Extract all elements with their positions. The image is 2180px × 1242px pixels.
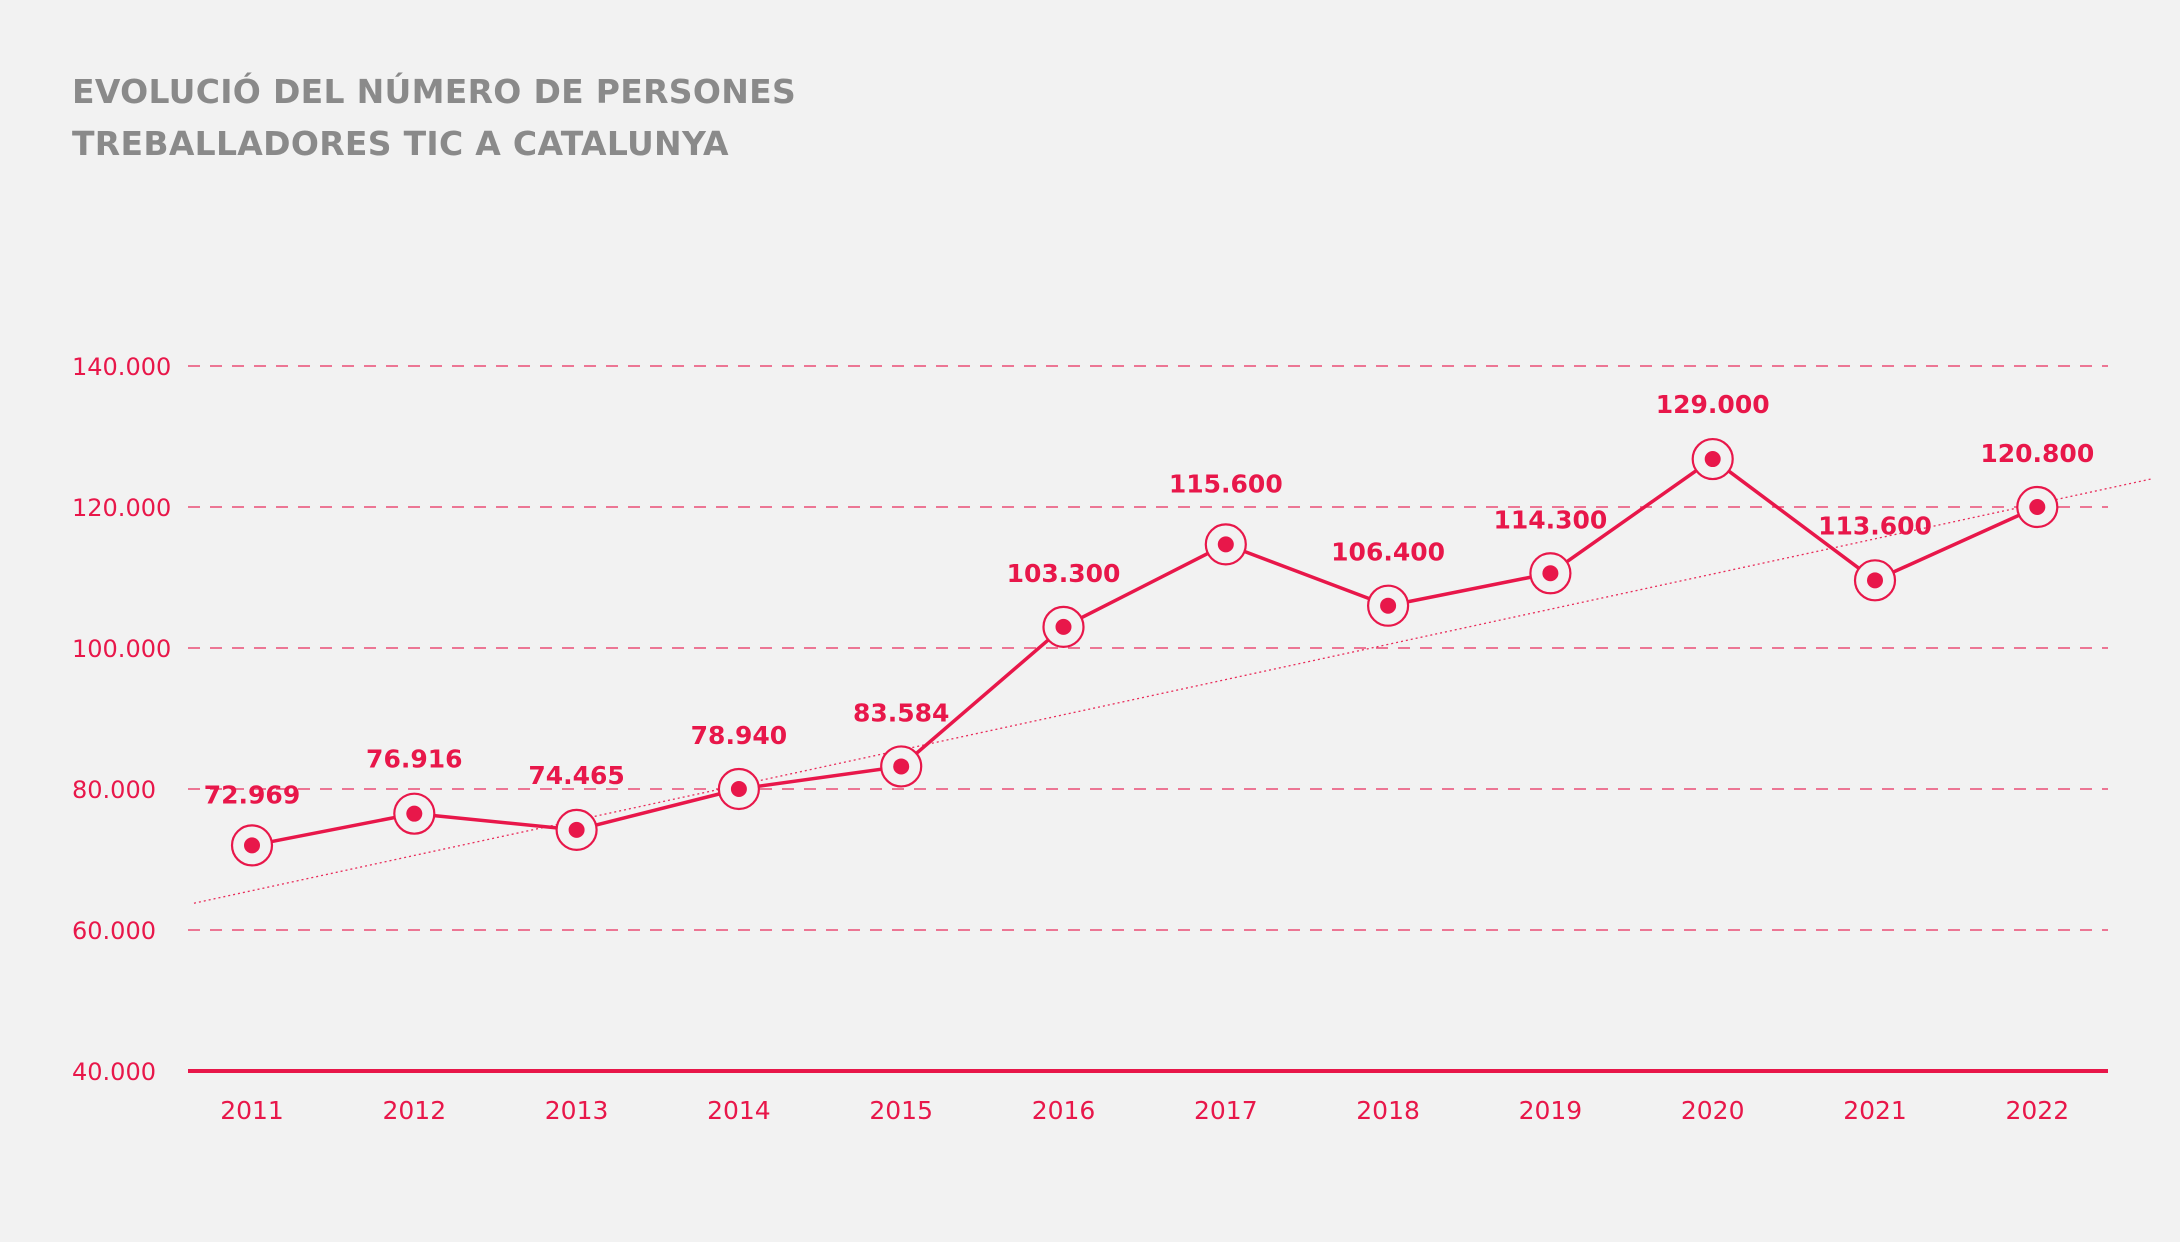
data-label: 83.584 <box>853 698 949 727</box>
data-point <box>1704 451 1721 468</box>
data-point <box>244 837 260 854</box>
data-point <box>1217 536 1234 553</box>
data-point <box>1542 565 1559 582</box>
y-tick-label: 120.000 <box>72 494 171 522</box>
data-label: 114.300 <box>1493 505 1607 534</box>
y-tick-label: 60.000 <box>72 917 156 945</box>
x-tick-label: 2012 <box>382 1096 446 1125</box>
data-label: 74.465 <box>528 761 624 790</box>
x-tick-label: 2015 <box>869 1096 933 1125</box>
data-label: 115.600 <box>1169 469 1283 498</box>
y-tick-label: 40.000 <box>72 1058 156 1086</box>
chart-title: EVOLUCIÓ DEL NÚMERO DE PERSONES TREBALLA… <box>72 66 1172 170</box>
y-tick-label: 80.000 <box>72 776 156 804</box>
data-point <box>1380 597 1397 614</box>
data-point <box>2029 499 2046 515</box>
y-tick-label: 100.000 <box>72 635 171 663</box>
data-label: 120.800 <box>1980 439 2094 468</box>
data-label: 103.300 <box>1007 559 1121 588</box>
data-label: 113.600 <box>1818 511 1932 540</box>
data-point <box>730 781 747 797</box>
x-tick-label: 2021 <box>1843 1096 1907 1125</box>
x-tick-label: 2013 <box>545 1096 609 1125</box>
chart-title-line-2: TREBALLADORES TIC A CATALUNYA <box>72 124 729 163</box>
data-point <box>893 758 910 775</box>
x-tick-label: 2022 <box>2005 1096 2069 1125</box>
x-tick-label: 2011 <box>220 1096 284 1125</box>
data-label: 106.400 <box>1331 538 1445 567</box>
x-tick-label: 2019 <box>1519 1096 1583 1125</box>
chart-title-line-1: EVOLUCIÓ DEL NÚMERO DE PERSONES <box>72 72 797 111</box>
x-tick-label: 2017 <box>1194 1096 1258 1125</box>
y-tick-label: 140.000 <box>72 353 171 381</box>
series-line <box>251 457 2039 848</box>
data-point <box>1055 618 1072 635</box>
data-point <box>406 805 423 822</box>
data-label: 76.916 <box>366 745 462 774</box>
data-label: 129.000 <box>1656 390 1770 419</box>
data-label: 78.940 <box>691 721 787 750</box>
trend-line <box>193 478 2153 904</box>
x-tick-label: 2020 <box>1681 1096 1745 1125</box>
x-tick-label: 2018 <box>1356 1096 1420 1125</box>
data-label: 72.969 <box>204 780 300 809</box>
x-tick-label: 2014 <box>707 1096 771 1125</box>
x-tick-label: 2016 <box>1032 1096 1096 1125</box>
data-point <box>568 821 585 838</box>
data-point <box>1867 572 1883 589</box>
